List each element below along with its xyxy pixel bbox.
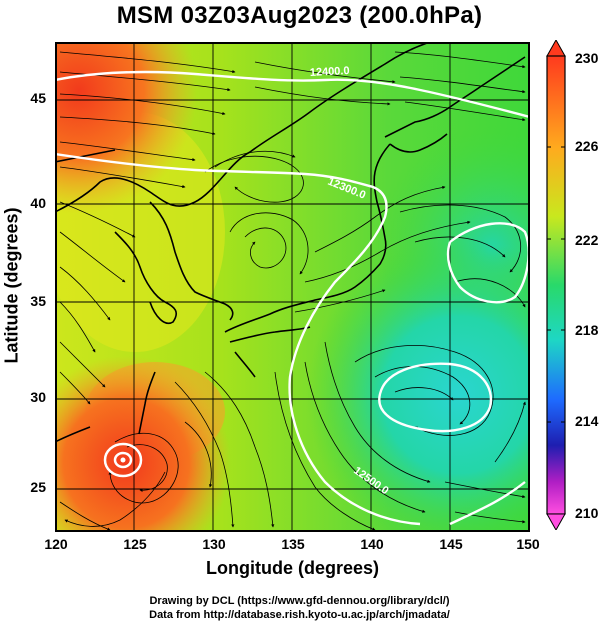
typhoon-center: [120, 457, 126, 463]
x-tick-label: 130: [202, 536, 226, 552]
x-tick-label: 140: [360, 536, 384, 552]
colorbar-label: 226: [575, 138, 599, 154]
wind-streamlines: [59, 51, 526, 530]
y-tick-label: 40: [30, 195, 46, 211]
plot-title: MSM 03Z03Aug2023 (200.0hPa): [116, 2, 483, 29]
height-contours: [57, 70, 528, 526]
colorbar-ticks: [547, 55, 565, 515]
y-tick-label: 30: [30, 389, 46, 405]
coastlines: [57, 44, 526, 442]
y-axis-label: Latitude (degrees): [1, 207, 22, 364]
x-tick-label: 145: [439, 536, 463, 552]
x-tick-label: 120: [44, 536, 68, 552]
colorbar-label: 222: [575, 232, 599, 248]
y-tick-label: 45: [30, 90, 46, 106]
lat-lon-grid: [57, 44, 528, 530]
x-tick-label: 150: [516, 536, 540, 552]
x-axis-label: Longitude (degrees): [205, 558, 379, 578]
colorbar: [541, 38, 571, 532]
contour-label-12400: 12400.0: [310, 65, 350, 79]
y-tick-label: 25: [30, 479, 46, 495]
typhoon-contours: [103, 442, 143, 478]
colorbar-label: 230: [575, 50, 599, 66]
map-svg: 12400.0 12300.0 12500.0: [57, 44, 528, 530]
colorbar-label: 214: [575, 413, 599, 429]
map-panel: 12400.0 12300.0 12500.0: [55, 42, 530, 532]
x-tick-label: 125: [123, 536, 147, 552]
colorbar-bottom-arrow: [546, 513, 566, 532]
colorbar-label: 218: [575, 322, 599, 338]
colorbar-svg: [546, 38, 566, 532]
colorbar-top-arrow: [546, 38, 566, 57]
colorbar-gradient: [546, 55, 566, 515]
colorbar-label: 210: [575, 505, 599, 521]
x-tick-label: 135: [281, 536, 305, 552]
y-tick-label: 35: [30, 293, 46, 309]
credit-data: Data from http://database.rish.kyoto-u.a…: [149, 609, 450, 621]
credit-drawing: Drawing by DCL (https://www.gfd-dennou.o…: [149, 595, 450, 607]
